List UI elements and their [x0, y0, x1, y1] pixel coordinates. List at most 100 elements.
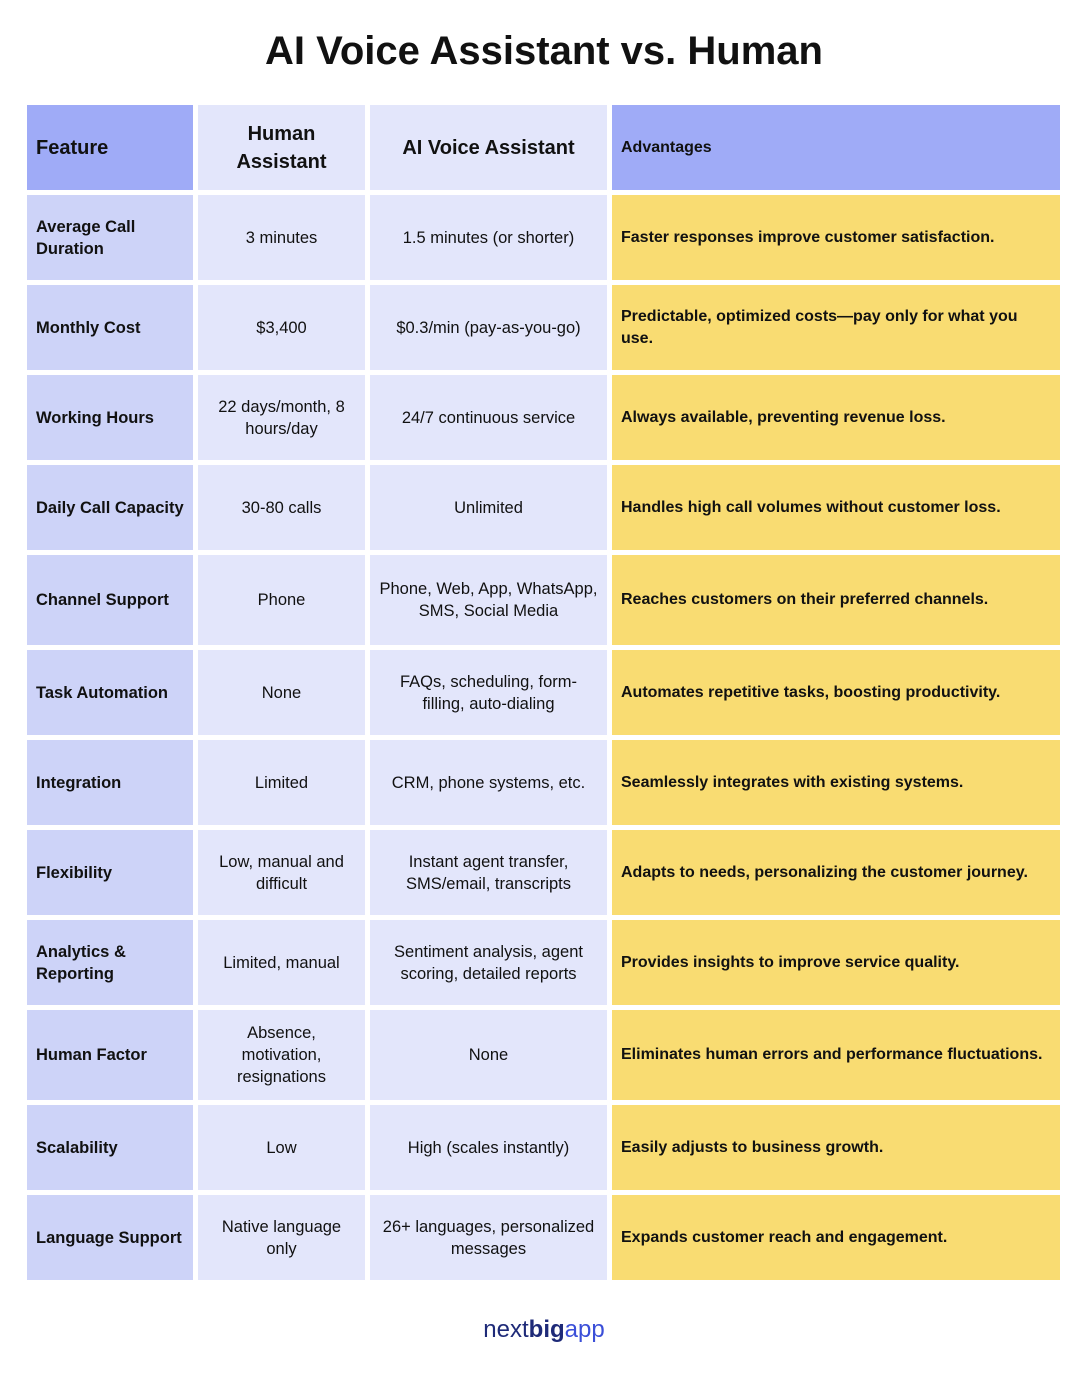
table-cell: Language Support: [27, 1195, 193, 1280]
table-cell: Analytics & Reporting: [27, 920, 193, 1005]
table-cell: Integration: [27, 740, 193, 825]
table-cell-text: Phone: [257, 591, 306, 609]
table-cell: CRM, phone systems, etc.: [370, 740, 607, 825]
table-cell-text: Phone, Web, App, WhatsApp, SMS, Social M…: [379, 580, 598, 620]
table-cell-text: 26+ languages, personalized messages: [382, 1217, 595, 1258]
table-cell-text: Predictable, optimized costs—pay only fo…: [621, 307, 1018, 347]
table-cell-text: 22 days/month, 8 hours/day: [218, 397, 345, 438]
table-cell-text: 1.5 minutes (or shorter): [402, 228, 575, 247]
table-cell-text: High (scales instantly): [407, 1138, 570, 1157]
logo-part: next: [483, 1316, 529, 1343]
header-cell-text: Feature: [36, 136, 109, 159]
table-cell: Phone: [198, 555, 365, 645]
table-cell: Daily Call Capacity: [27, 465, 193, 550]
table-cell: Absence, motivation, resignations: [198, 1010, 365, 1100]
table-cell: Reaches customers on their preferred cha…: [612, 555, 1060, 645]
table-cell: Predictable, optimized costs—pay only fo…: [612, 285, 1060, 370]
table-cell: Channel Support: [27, 555, 193, 645]
table-cell: Human Factor: [27, 1010, 193, 1100]
header-cell-text: AI Voice Assistant: [402, 136, 575, 159]
table-cell-text: Average Call Duration: [36, 217, 136, 258]
table-cell-text: 30-80 calls: [241, 498, 322, 517]
table-cell: 26+ languages, personalized messages: [370, 1195, 607, 1280]
table-cell-text: Eliminates human errors and performance …: [621, 1046, 1043, 1063]
comparison-table: Feature Human Assistant AI Voice Assistant…: [27, 105, 1060, 1280]
table-cell-text: Native language only: [221, 1217, 342, 1258]
table-cell-text: Monthly Cost: [36, 318, 141, 337]
header-cell-text: Human Assistant: [236, 122, 327, 173]
table-cell: Handles high call volumes without custom…: [612, 465, 1060, 550]
table-cell: Monthly Cost: [27, 285, 193, 370]
table-cell-text: $0.3/min (pay-as-you-go): [396, 318, 581, 337]
table-cell: None: [370, 1010, 607, 1100]
table-cell-text: Always available, preventing revenue los…: [621, 408, 946, 426]
table-cell: Limited: [198, 740, 365, 825]
table-cell: Always available, preventing revenue los…: [612, 375, 1060, 460]
table-cell: Eliminates human errors and performance …: [612, 1010, 1060, 1100]
table-cell: Sentiment analysis, agent scoring, detai…: [370, 920, 607, 1005]
table-cell-text: Task Automation: [36, 683, 169, 702]
table-cell: Limited, manual: [198, 920, 365, 1005]
header-cell: Human Assistant: [198, 105, 365, 190]
table-cell-text: $3,400: [256, 318, 307, 337]
table-cell: 1.5 minutes (or shorter): [370, 195, 607, 280]
table-cell-text: 3 minutes: [245, 228, 318, 247]
table-cell-text: None: [468, 1046, 509, 1064]
table-cell-text: Absence, motivation, resignations: [237, 1024, 326, 1086]
table-cell-text: Easily adjusts to business growth.: [621, 1138, 884, 1156]
table-cell-text: Working Hours: [36, 408, 154, 427]
table-cell-text: Reaches customers on their preferred cha…: [621, 591, 989, 608]
table-cell-text: Sentiment analysis, agent scoring, detai…: [394, 942, 583, 983]
logo-part: big: [528, 1316, 565, 1343]
logo-part: app: [564, 1316, 605, 1343]
table-cell-text: Limited: [254, 773, 309, 792]
table-cell: Average Call Duration: [27, 195, 193, 280]
table-cell: 3 minutes: [198, 195, 365, 280]
table-cell-text: Instant agent transfer, SMS/email, trans…: [405, 852, 572, 893]
table-cell: $0.3/min (pay-as-you-go): [370, 285, 607, 370]
table-cell-text: Provides insights to improve service qua…: [621, 953, 960, 971]
table-cell-text: Low, manual and difficult: [219, 852, 344, 893]
table-cell: 24/7 continuous service: [370, 375, 607, 460]
table-cell-text: Human Factor: [36, 1046, 147, 1064]
table-cell: Instant agent transfer, SMS/email, trans…: [370, 830, 607, 915]
table-cell-text: Flexibility: [36, 863, 113, 882]
table-cell-text: Faster responses improve customer satisf…: [621, 228, 995, 246]
header-cell: Feature: [27, 105, 193, 190]
table-cell: Faster responses improve customer satisf…: [612, 195, 1060, 280]
table-cell: Seamlessly integrates with existing syst…: [612, 740, 1060, 825]
table-cell: 22 days/month, 8 hours/day: [198, 375, 365, 460]
table-cell: Low: [198, 1105, 365, 1190]
table-cell-text: FAQs, scheduling, form-filling, auto-dia…: [400, 672, 577, 713]
table-cell: 30-80 calls: [198, 465, 365, 550]
table-cell: Scalability: [27, 1105, 193, 1190]
table-cell-text: Limited, manual: [223, 953, 340, 972]
table-cell-text: Language Support: [36, 1228, 182, 1247]
table-cell: Easily adjusts to business growth.: [612, 1105, 1060, 1190]
header-cell: AI Voice Assistant: [370, 105, 607, 190]
table-cell-text: Unlimited: [454, 498, 523, 517]
logo: nextbigapp: [0, 1316, 1088, 1344]
table-cell: FAQs, scheduling, form-filling, auto-dia…: [370, 650, 607, 735]
table-cell-text: 24/7 continuous service: [401, 408, 576, 427]
table-cell-text: Expands customer reach and engagement.: [621, 1228, 948, 1246]
table-cell: High (scales instantly): [370, 1105, 607, 1190]
table-cell: None: [198, 650, 365, 735]
table-cell-text: Analytics & Reporting: [36, 942, 126, 983]
table-cell-text: Handles high call volumes without custom…: [621, 498, 1001, 516]
table-cell: Working Hours: [27, 375, 193, 460]
table-cell: Automates repetitive tasks, boosting pro…: [612, 650, 1060, 735]
table-cell: Adapts to needs, personalizing the custo…: [612, 830, 1060, 915]
table-cell-text: Daily Call Capacity: [36, 498, 184, 517]
table-cell: Low, manual and difficult: [198, 830, 365, 915]
table-cell-text: Seamlessly integrates with existing syst…: [621, 773, 964, 791]
table-cell: $3,400: [198, 285, 365, 370]
table-cell: Expands customer reach and engagement.: [612, 1195, 1060, 1280]
table-cell: Native language only: [198, 1195, 365, 1280]
header-cell: Advantages: [612, 105, 1060, 190]
table-cell: Provides insights to improve service qua…: [612, 920, 1060, 1005]
table-cell: Phone, Web, App, WhatsApp, SMS, Social M…: [370, 555, 607, 645]
table-cell-text: Scalability: [36, 1138, 118, 1157]
table-cell-text: Integration: [36, 773, 122, 792]
table-cell: Task Automation: [27, 650, 193, 735]
